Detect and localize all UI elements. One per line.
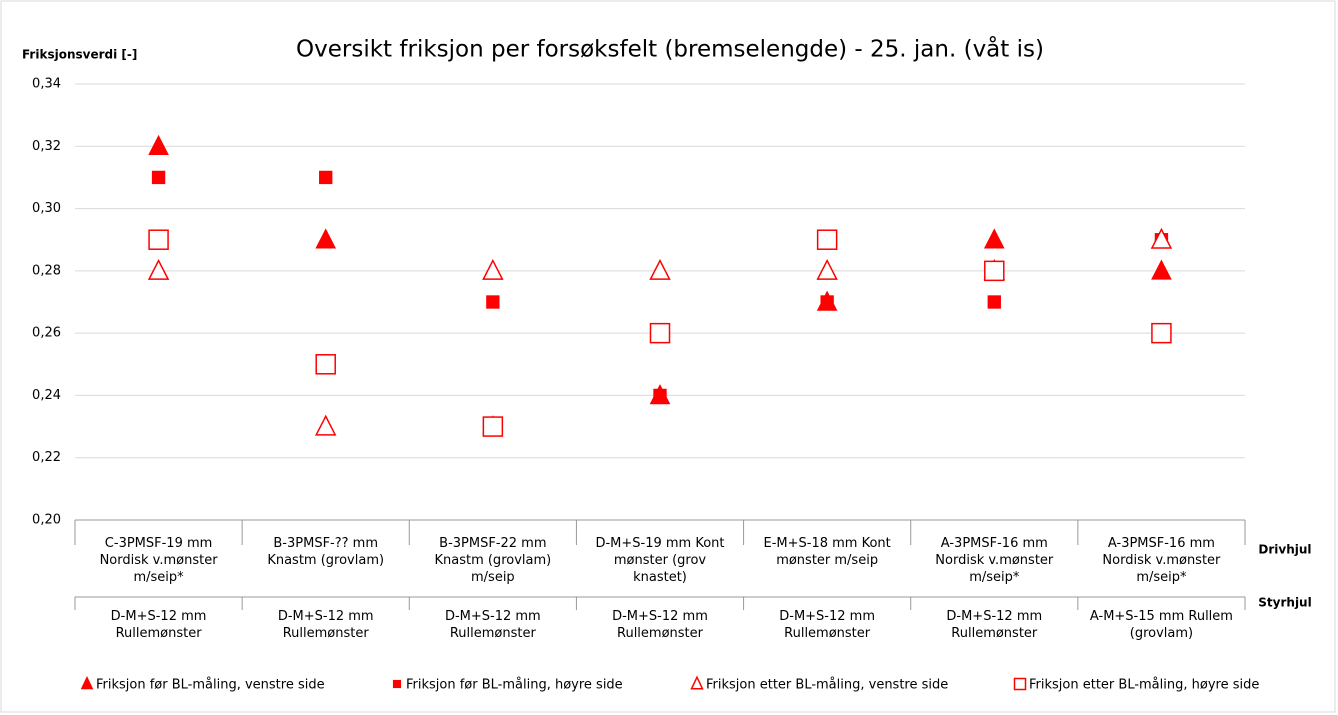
point	[482, 258, 504, 280]
x-tick-label-level2: D-M+S-12 mm Rullemønster	[277, 609, 374, 641]
point	[820, 295, 834, 309]
x-tick-label: A-3PMSF-16 mm Nordisk v.mønster m/seip*	[1102, 536, 1221, 585]
x-tick-label: D-M+S-19 mm Kont mønster (grov knastet)	[595, 536, 725, 585]
point	[816, 258, 838, 280]
y-axis-title: Friksjonsverdi [-]	[22, 48, 137, 62]
level-label: Styrhjul	[1258, 596, 1311, 610]
point	[816, 229, 838, 250]
level-label: Drivhjul	[1258, 543, 1311, 557]
point	[148, 134, 169, 156]
x-tick-label-level2: D-M+S-12 mm Rullemønster	[444, 609, 541, 641]
x-tick-label-level2: A-M+S-15 mm Rullem (grovlam)	[1089, 609, 1233, 641]
point	[983, 228, 1005, 249]
x-tick-label: B-3PMSF-22 mm Knastm (grovlam) m/seip	[434, 536, 552, 585]
x-tick-label: A-3PMSF-16 mm Nordisk v.mønster m/seip*	[935, 536, 1054, 585]
y-tick-label: 0,24	[32, 388, 61, 403]
point	[482, 416, 504, 437]
x-tick-label-level2: D-M+S-12 mm Rullemønster	[946, 609, 1043, 641]
point	[984, 260, 1005, 282]
legend-label: Friksjon etter BL-måling, høyre side	[1029, 678, 1259, 693]
y-tick-label: 0,28	[32, 263, 61, 278]
point	[151, 170, 166, 185]
x-tick-label-level2: D-M+S-12 mm Rullemønster	[612, 609, 708, 641]
chart-title: Oversikt friksjon per forsøksfelt (brems…	[296, 35, 1044, 63]
point	[148, 229, 169, 250]
x-tick-label-level2: D-M+S-12 mm Rullemønster	[779, 609, 876, 641]
point	[1151, 259, 1172, 280]
point	[1150, 227, 1173, 249]
point	[653, 388, 667, 403]
point	[315, 228, 337, 249]
legend-marker	[392, 679, 402, 689]
legend-marker	[1013, 677, 1027, 691]
legend-marker	[80, 676, 94, 690]
y-tick-label: 0,32	[32, 139, 61, 154]
y-tick-label: 0,22	[32, 450, 61, 465]
legend-marker	[690, 675, 704, 690]
y-tick-label: 0,34	[32, 77, 61, 92]
point	[314, 414, 337, 436]
x-tick-label-level2: D-M+S-12 mm Rullemønster	[110, 609, 207, 641]
x-tick-label: C-3PMSF-19 mm Nordisk v.mønster m/seip*	[99, 536, 218, 585]
point	[987, 295, 1001, 309]
y-tick-label: 0,26	[32, 326, 61, 341]
y-tick-label: 0,30	[32, 201, 61, 216]
point	[147, 258, 170, 280]
x-tick-label: B-3PMSF-?? mm Knastm (grovlam)	[267, 536, 385, 568]
legend-label: Friksjon før BL-måling, venstre side	[96, 678, 325, 693]
legend-label: Friksjon før BL-måling, høyre side	[406, 678, 623, 693]
x-tick-label: E-M+S-18 mm Kont mønster m/seip	[763, 536, 891, 568]
point	[315, 354, 336, 375]
point	[486, 295, 500, 309]
point	[649, 258, 671, 280]
point	[1151, 322, 1172, 344]
y-tick-label: 0,20	[32, 513, 61, 528]
legend-label: Friksjon etter BL-måling, venstre side	[706, 678, 948, 693]
point	[649, 322, 671, 344]
point	[319, 170, 333, 185]
